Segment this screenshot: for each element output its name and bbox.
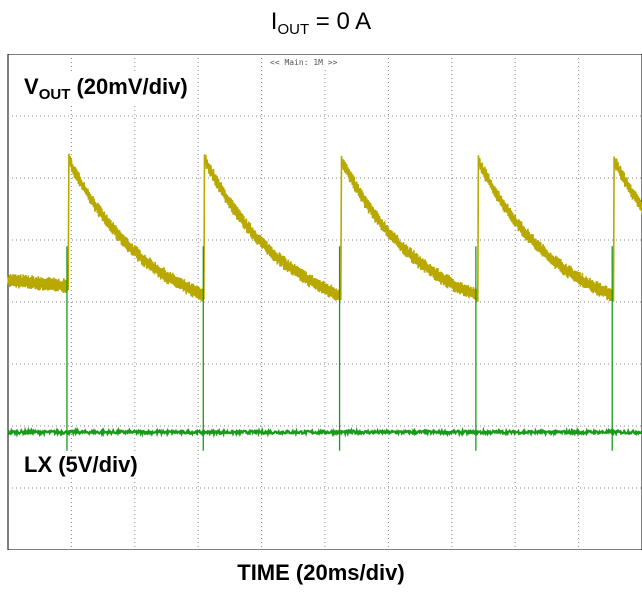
chart-title: IOUT = 0 A xyxy=(270,8,372,38)
vout-label: VOUT (20mV/div) xyxy=(22,74,192,103)
lx-label: LX (5V/div) xyxy=(22,452,142,478)
x-axis-label: TIME (20ms/div) xyxy=(237,560,405,585)
scope-banner: << Main: 1M >> xyxy=(268,58,340,67)
grid xyxy=(8,54,642,550)
lx-trace xyxy=(7,426,642,439)
vout-trace xyxy=(7,153,642,303)
traces xyxy=(7,153,642,451)
